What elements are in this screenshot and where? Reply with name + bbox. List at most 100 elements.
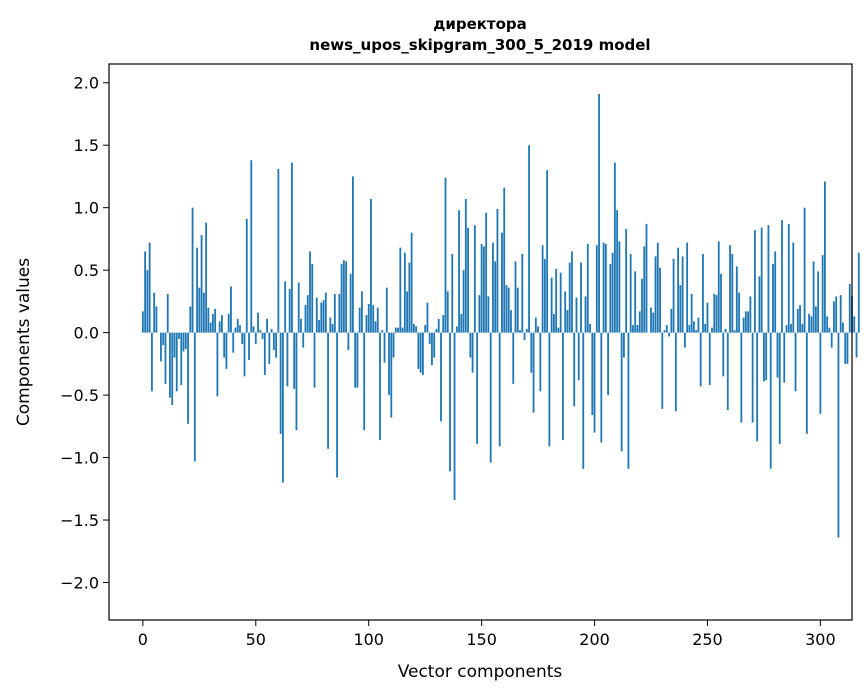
bar (521, 253, 524, 333)
bar (763, 332, 765, 382)
bar (374, 321, 377, 333)
bar (693, 321, 695, 333)
bar (379, 332, 381, 441)
bar (433, 332, 436, 358)
bar (232, 332, 235, 353)
bar (200, 235, 203, 333)
bar (568, 262, 571, 333)
y-tick-label: −1.0 (60, 449, 99, 468)
bar (243, 332, 246, 377)
bar (239, 325, 241, 333)
bar (760, 227, 763, 333)
bar (855, 332, 858, 358)
bar (812, 261, 815, 333)
bar (817, 271, 820, 333)
bar (573, 332, 576, 407)
bar (539, 332, 542, 392)
bar (772, 263, 774, 333)
bar (652, 312, 655, 333)
bar (720, 273, 722, 333)
bar (501, 232, 503, 333)
bar (638, 311, 641, 333)
bar (690, 293, 693, 333)
bar (207, 307, 210, 333)
bar (331, 323, 334, 333)
bar (577, 332, 580, 381)
bar (473, 225, 476, 333)
y-tick-label: 0.0 (74, 324, 99, 343)
bar (659, 267, 661, 333)
bar (844, 332, 847, 364)
bar (604, 243, 607, 333)
bar (857, 252, 860, 333)
bar (744, 311, 747, 333)
bar (794, 332, 797, 392)
bar (417, 332, 420, 369)
bar (505, 285, 508, 333)
bar (173, 332, 176, 358)
bar (826, 316, 829, 333)
bar (810, 316, 813, 333)
bar (708, 332, 711, 386)
bar (178, 332, 180, 339)
bar (566, 310, 569, 333)
bar (300, 318, 302, 333)
bar (525, 328, 528, 333)
bar (141, 311, 144, 333)
bar (751, 332, 754, 423)
bar (444, 177, 447, 333)
bar (790, 323, 792, 333)
bar (713, 293, 716, 333)
bar (830, 332, 833, 348)
bar (805, 332, 808, 434)
bar (151, 332, 153, 392)
bar (275, 332, 278, 358)
bar (724, 328, 727, 333)
bar (611, 252, 614, 333)
bar (453, 332, 456, 501)
bar (230, 286, 232, 333)
bar (740, 332, 743, 423)
bar (171, 332, 174, 406)
bar (148, 242, 151, 333)
bar (318, 320, 320, 333)
bar (446, 291, 449, 333)
bar (842, 322, 844, 333)
bar (485, 212, 488, 333)
bar (656, 242, 659, 333)
bar (704, 323, 707, 333)
bar (702, 253, 704, 333)
bar (591, 332, 594, 416)
bar (225, 332, 228, 369)
bar (182, 332, 185, 352)
bar (643, 246, 646, 333)
bar (370, 198, 372, 333)
y-tick-label: 1.5 (74, 136, 99, 155)
bar (835, 296, 838, 333)
bar (196, 247, 198, 333)
bar (641, 278, 643, 333)
bar (191, 207, 194, 333)
x-tick-label: 50 (246, 630, 266, 649)
bar (162, 332, 165, 346)
bar (349, 273, 352, 333)
bar (602, 242, 605, 333)
y-tick-label: 0.5 (74, 261, 99, 280)
bar (266, 318, 268, 333)
bar (677, 247, 680, 333)
bar (455, 326, 458, 333)
bar (288, 288, 291, 333)
bar (399, 247, 402, 333)
bar (155, 306, 158, 333)
bar (679, 285, 682, 333)
bar (169, 332, 171, 398)
bar (783, 332, 786, 383)
bar (401, 327, 404, 333)
bar (336, 332, 338, 478)
bar (460, 313, 463, 333)
bar (482, 246, 485, 333)
bar (767, 225, 770, 333)
bar (297, 282, 300, 333)
bar (559, 272, 562, 333)
bar (291, 162, 293, 333)
